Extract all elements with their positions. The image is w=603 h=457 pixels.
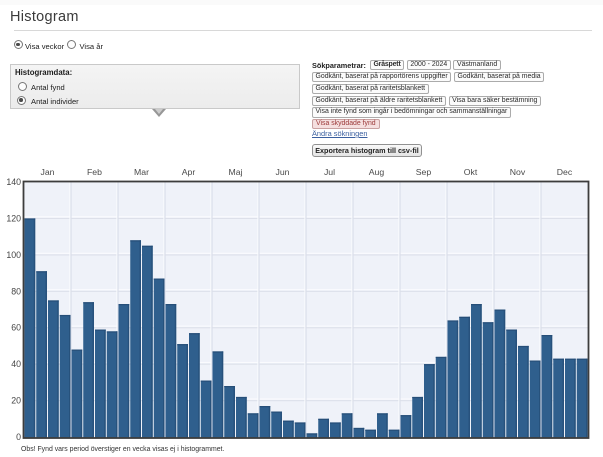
svg-text:Jan: Jan	[40, 167, 54, 177]
svg-text:Aug: Aug	[369, 167, 385, 177]
svg-text:Nov: Nov	[510, 167, 526, 177]
svg-text:60: 60	[11, 323, 21, 333]
svg-text:100: 100	[6, 250, 21, 260]
svg-text:Sep: Sep	[416, 167, 432, 177]
svg-text:Mar: Mar	[134, 167, 149, 177]
svg-text:Feb: Feb	[87, 167, 102, 177]
svg-text:0: 0	[16, 432, 21, 442]
svg-text:Okt: Okt	[464, 167, 478, 177]
svg-text:120: 120	[6, 213, 21, 223]
svg-text:Dec: Dec	[557, 167, 573, 177]
svg-text:20: 20	[11, 396, 21, 406]
svg-text:80: 80	[11, 286, 21, 296]
svg-text:Jul: Jul	[324, 167, 335, 177]
svg-text:Apr: Apr	[182, 167, 196, 177]
svg-text:140: 140	[6, 177, 21, 187]
svg-text:40: 40	[11, 359, 21, 369]
svg-text:Jun: Jun	[275, 167, 289, 177]
svg-text:Maj: Maj	[229, 167, 243, 177]
